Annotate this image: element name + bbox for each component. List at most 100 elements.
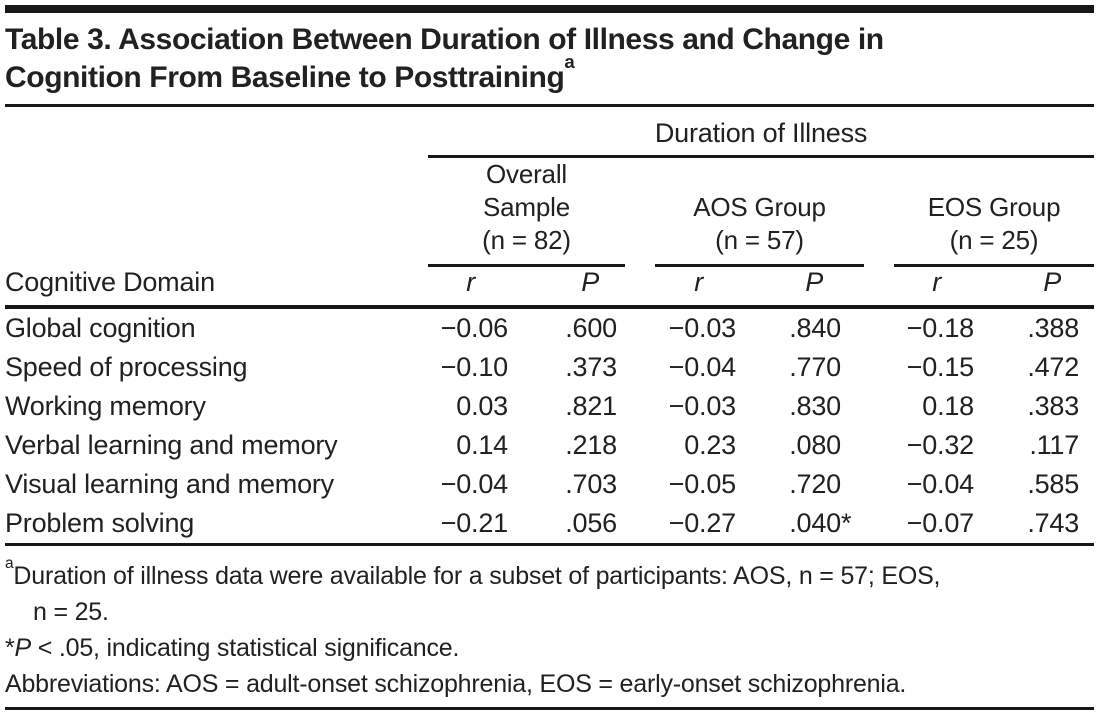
cell-eos-p: .585 [1027,469,1080,499]
row-spacer [864,307,894,348]
cell-aos-p: .080 [789,430,841,460]
colhead-spacer-1 [625,265,655,309]
group-overall-line2: Sample [483,192,570,222]
footnote-a-marker: a [5,554,14,572]
cell-eos-r: −0.32 [906,430,975,460]
title-divider-rule [5,104,1094,107]
cell-eos-r: −0.15 [906,352,975,382]
row-spacer [625,387,655,426]
group-header-aos: AOS Group (n = 57) [655,156,864,267]
group-overall-line1: Overall [486,159,567,189]
cell-eos-r: −0.04 [906,469,975,499]
footnotes: aDuration of illness data were available… [5,554,1094,702]
cell-overall-r: −0.04 [440,469,509,499]
table-row-working-memory: Working memory 0.03 .821 −0.03 .830 0.18… [5,387,1094,426]
cell-overall-p: .056 [513,504,625,546]
column-header-eos-p: P [981,265,1095,309]
table-title: Table 3. Association Between Duration of… [5,21,1094,97]
top-rule [5,5,1094,13]
footnote-a-line1: aDuration of illness data were available… [5,554,1094,594]
cell-overall-r: −0.06 [440,313,509,343]
column-header-overall-r: r [428,265,513,309]
title-footnote-marker: a [564,50,575,72]
cell-overall-r: 0.03 [456,391,508,421]
significance-text: < .05, indicating statistical significan… [31,634,460,662]
spanner-row: Duration of Illness [5,107,1095,158]
table-title-line2: Cognition From Baseline to Posttraininga [5,52,1094,97]
significance-marker: * [5,634,15,662]
cell-domain: Speed of processing [5,352,248,382]
row-spacer [864,465,894,504]
group-spacer-1 [625,157,655,266]
cell-eos-p: .743 [981,504,1095,546]
cell-overall-r: 0.14 [456,430,508,460]
footnote-significance: *P < .05, indicating statistical signifi… [5,630,1094,666]
row-spacer [864,504,894,546]
cell-eos-p: .383 [1027,391,1080,421]
column-header-aos-r: r [655,265,740,309]
cell-overall-p: .703 [565,469,617,499]
cell-domain: Problem solving [5,504,428,546]
cell-overall-r: −0.10 [440,352,509,382]
cell-eos-r: 0.18 [922,391,974,421]
group-overall-line3: (n = 82) [482,225,571,255]
cell-aos-p: .830 [789,391,841,421]
column-header-overall-p: P [513,265,625,309]
row-spacer [625,307,655,348]
column-header-row: Cognitive Domain r P r P r P [5,265,1095,309]
column-header-eos-r: r [894,265,981,309]
footnote-a-line2: n = 25. [33,598,109,626]
table-title-line1: Table 3. Association Between Duration of… [5,23,884,56]
cell-domain: Visual learning and memory [5,469,334,499]
cell-aos-p-significant: .040* [740,504,864,546]
cell-aos-r: −0.27 [655,504,740,546]
cell-overall-p: .821 [565,391,617,421]
row-spacer [864,426,894,465]
cell-aos-p: .720 [789,469,841,499]
table-row-verbal-learning: Verbal learning and memory 0.14 .218 0.2… [5,426,1094,465]
colhead-spacer-2 [864,265,894,309]
group-aos-line1: AOS Group [693,192,826,222]
cell-eos-p: .117 [1029,430,1080,460]
cell-overall-r: −0.21 [428,504,513,546]
cell-aos-p: .840 [789,313,841,343]
row-spacer [864,348,894,387]
group-header-row: Overall Sample (n = 82) AOS Group (n = 5… [5,156,1095,267]
group-eos-line2: (n = 25) [949,225,1039,255]
cell-overall-p: .218 [565,430,617,460]
footnote-a-text: Duration of illness data were available … [13,562,941,590]
row-spacer [625,504,655,546]
association-table: Duration of Illness Overall Sample (n = … [5,107,1095,546]
group-header-overall-sample: Overall Sample (n = 82) [428,156,625,267]
spanner-row-empty-cell [5,107,428,157]
cell-overall-p: .600 [565,313,617,343]
cell-aos-r: 0.23 [684,430,736,460]
column-header-cognitive-domain: Cognitive Domain [5,265,428,309]
cell-aos-p-value: .040 [789,508,841,538]
table-title-line2-text: Cognition From Baseline to Posttraining [5,61,565,94]
cell-domain: Global cognition [5,313,196,343]
cell-eos-p: .472 [1027,352,1080,382]
group-aos-line2: (n = 57) [715,225,804,255]
column-header-aos-p: P [740,265,864,309]
group-spacer-2 [864,157,894,266]
cell-aos-r: −0.04 [668,352,737,382]
group-row-empty-cell [5,157,428,266]
table-row-problem-solving: Problem solving −0.21 .056 −0.27 .040* −… [5,504,1095,546]
cell-aos-r: −0.03 [668,391,737,421]
spanner-duration-of-illness: Duration of Illness [428,107,1095,158]
cell-eos-r: −0.07 [894,504,981,546]
cell-eos-r: −0.18 [906,313,975,343]
cell-eos-p: .388 [1027,313,1080,343]
cell-aos-r: −0.05 [668,469,737,499]
group-eos-line1: EOS Group [927,192,1061,222]
cell-aos-r: −0.03 [668,313,737,343]
table-row-speed-of-processing: Speed of processing −0.10 .373 −0.04 .77… [5,348,1094,387]
table-row-global-cognition: Global cognition −0.06 .600 −0.03 .840 −… [5,307,1094,348]
bottom-rule [5,707,1094,710]
row-spacer [864,387,894,426]
row-spacer [625,348,655,387]
row-spacer [625,426,655,465]
footnote-abbreviations: Abbreviations: AOS = adult-onset schizop… [5,670,907,698]
